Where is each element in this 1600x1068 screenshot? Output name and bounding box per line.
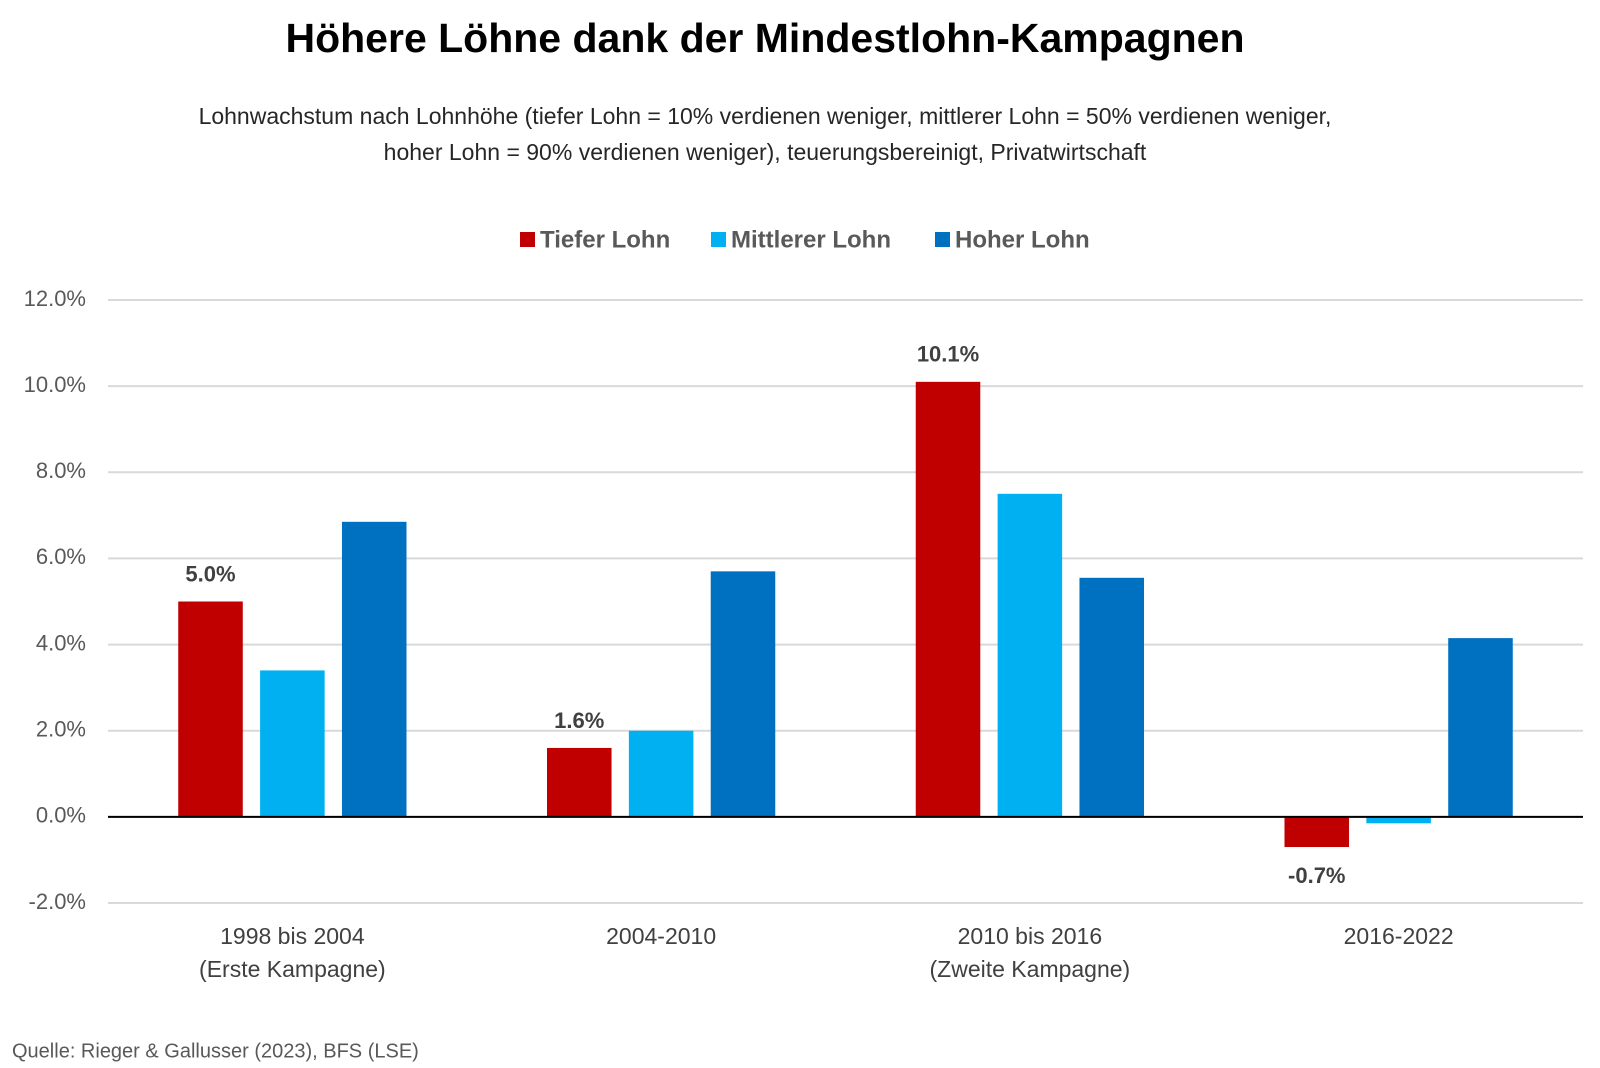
bar (178, 601, 243, 817)
y-tick-label: 0.0% (36, 803, 86, 828)
legend-swatch (711, 232, 726, 247)
x-tick-label: (Erste Kampagne) (199, 956, 386, 982)
y-tick-label: 12.0% (24, 286, 86, 311)
data-label: 5.0% (185, 561, 235, 586)
chart-title: Höhere Löhne dank der Mindestlohn-Kampag… (285, 15, 1244, 61)
x-tick-label: (Zweite Kampagne) (930, 956, 1131, 982)
bar (260, 670, 325, 817)
chart-subtitle: Lohnwachstum nach Lohnhöhe (tiefer Lohn … (199, 103, 1332, 129)
data-label: 1.6% (554, 708, 604, 733)
x-tick-label: 2010 bis 2016 (958, 923, 1103, 949)
bar (1284, 816, 1350, 848)
bar (341, 521, 407, 817)
y-tick-label: 10.0% (24, 372, 86, 397)
data-label: -0.7% (1288, 863, 1345, 888)
bar (628, 730, 694, 817)
y-tick-label: 4.0% (36, 630, 86, 655)
y-tick-label: 6.0% (36, 544, 86, 569)
legend-label: Hoher Lohn (955, 226, 1090, 253)
legend-label: Mittlerer Lohn (731, 226, 891, 253)
legend-swatch (520, 232, 535, 247)
legend-label: Tiefer Lohn (540, 226, 670, 253)
source: Quelle: Rieger & Gallusser (2023), BFS (… (12, 1040, 419, 1062)
bar (1366, 816, 1431, 824)
bar (997, 493, 1063, 817)
x-tick-label: 2016-2022 (1344, 923, 1454, 949)
chart-subtitle: hoher Lohn = 90% verdienen weniger), teu… (384, 139, 1147, 165)
x-tick-label: 2004-2010 (606, 923, 716, 949)
bar (1448, 638, 1513, 817)
bar (1079, 577, 1145, 817)
y-tick-label: 8.0% (36, 458, 86, 483)
data-label: 10.1% (917, 342, 979, 367)
x-tick-label: 1998 bis 2004 (220, 923, 365, 949)
bar (915, 381, 981, 817)
bar (546, 747, 612, 817)
y-tick-label: 2.0% (36, 717, 86, 742)
bar (710, 571, 776, 817)
y-tick-label: -2.0% (29, 889, 86, 914)
legend-swatch (935, 232, 950, 247)
